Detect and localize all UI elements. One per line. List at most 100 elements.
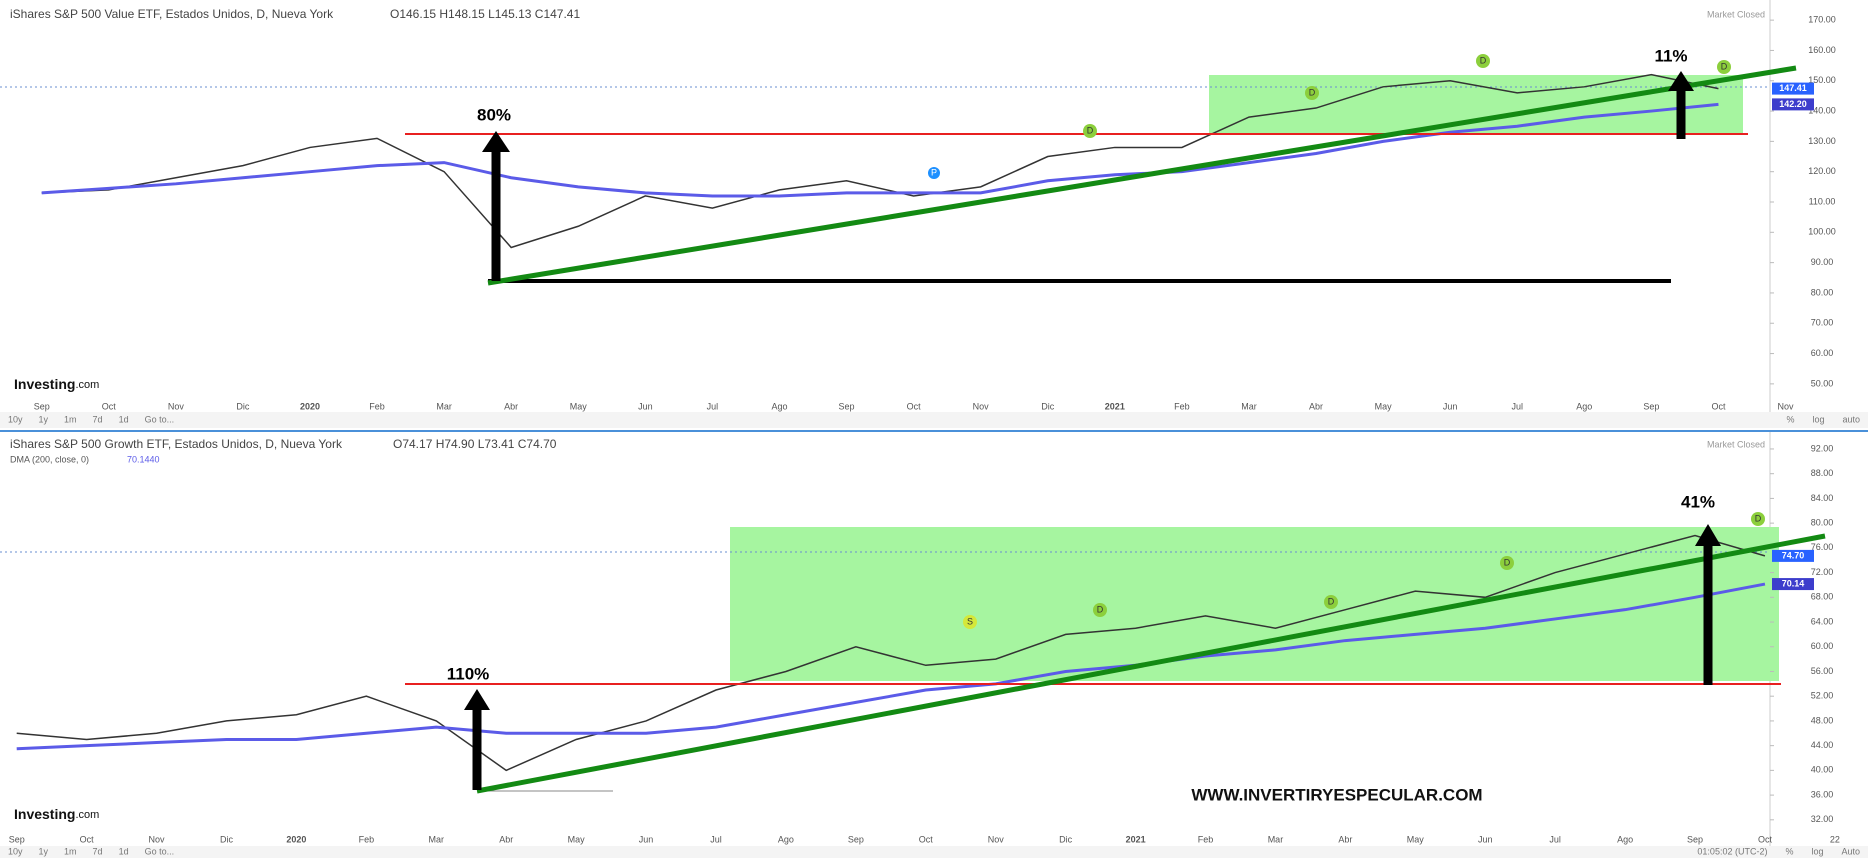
x-tick-label: Ago [778, 834, 794, 844]
y-tick-label: 76.00 [1811, 542, 1834, 552]
toolbar-button[interactable]: 1y [39, 846, 49, 856]
annotation: 11% [1654, 46, 1687, 65]
price-line [16, 534, 1766, 772]
event-label: D [1309, 87, 1316, 97]
toolbar-button[interactable]: 1m [64, 414, 77, 424]
y-tick-label: 110.00 [1809, 196, 1836, 206]
event-marker [1093, 603, 1107, 617]
toolbar-button[interactable]: 7d [93, 414, 103, 424]
toolbar-button[interactable]: Go to... [145, 414, 175, 424]
price-tag-label: 74.70 [1782, 550, 1805, 560]
toolbar-button[interactable]: 10y [8, 846, 23, 856]
x-tick-label: Ago [1576, 401, 1592, 411]
y-tick-label: 100.00 [1808, 227, 1836, 237]
toolbar-button[interactable]: 7d [93, 846, 103, 856]
x-tick-label: Abr [499, 834, 513, 844]
x-tick-label: 2021 [1105, 401, 1125, 411]
x-tick-label: Oct [907, 401, 922, 411]
toolbar-button[interactable]: auto [1842, 414, 1860, 424]
logo: Investing.com [14, 806, 99, 822]
toolbar-button[interactable]: 1y [39, 414, 49, 424]
x-tick-label: Ago [771, 401, 787, 411]
x-tick-label: Feb [369, 401, 385, 411]
x-tick-label: Sep [34, 401, 50, 411]
x-tick-label: Nov [168, 401, 185, 411]
annotation: 41% [1681, 492, 1715, 511]
toolbar-button[interactable]: Go to... [145, 846, 175, 856]
x-tick-label: Sep [1643, 401, 1659, 411]
trend-line [476, 533, 1826, 794]
x-tick-label: May [570, 401, 588, 411]
toolbar-button[interactable]: % [1786, 414, 1794, 424]
arrow-head [482, 131, 510, 152]
arrow-head [1668, 71, 1694, 91]
x-tick-label: Mar [436, 401, 452, 411]
logo-suffix: .com [75, 809, 99, 821]
event-label: D [1328, 596, 1335, 606]
event-label: D [1087, 125, 1094, 135]
event-label: S [967, 616, 973, 626]
x-tick-label: Mar [1268, 834, 1284, 844]
y-tick-label: 68.00 [1811, 592, 1834, 602]
x-tick-label: Dic [236, 401, 249, 411]
toolbar-button[interactable]: 1d [119, 846, 129, 856]
chart-title: iShares S&P 500 Growth ETF, Estados Unid… [10, 437, 343, 451]
toolbar-button[interactable]: 1m [64, 846, 77, 856]
event-marker [1305, 86, 1319, 100]
status: Market Closed [1707, 439, 1765, 449]
x-tick-label: 2021 [1126, 834, 1146, 844]
toolbar-button[interactable]: % [1785, 846, 1793, 856]
y-tick-label: 170.00 [1808, 15, 1836, 25]
x-tick-label: Oct [919, 834, 934, 844]
toolbar-button[interactable]: Auto [1841, 846, 1860, 856]
annotation: 110% [447, 664, 490, 683]
y-tick-label: 160.00 [1808, 45, 1836, 55]
x-tick-label: Abr [504, 401, 518, 411]
event-marker [928, 167, 940, 179]
price-tag-label: 142.20 [1779, 99, 1807, 109]
y-tick-label: 52.00 [1811, 691, 1834, 701]
indicator-value: 70.1440 [127, 454, 160, 464]
x-tick-label: May [1375, 401, 1393, 411]
y-tick-label: 36.00 [1811, 789, 1834, 799]
x-tick-label: Dic [220, 834, 233, 844]
y-tick-label: 50.00 [1811, 378, 1834, 388]
price-tag-label: 147.41 [1779, 83, 1807, 93]
ohlc: O146.15 H148.15 L145.13 C147.41 [390, 7, 580, 21]
x-tick-label: Dic [1059, 834, 1072, 844]
event-marker [1717, 60, 1731, 74]
x-tick-label: Jun [639, 834, 654, 844]
price-tag [1772, 98, 1814, 111]
y-tick-label: 32.00 [1811, 814, 1834, 824]
x-tick-label: Sep [848, 834, 864, 844]
toolbar-button[interactable]: 01:05:02 (UTC-2) [1697, 846, 1767, 856]
x-tick-label: Abr [1338, 834, 1352, 844]
x-tick-label: Jun [1443, 401, 1458, 411]
x-tick-label: Jul [1511, 401, 1523, 411]
event-label: P [931, 167, 937, 177]
x-tick-label: Nov [973, 401, 990, 411]
y-tick-label: 88.00 [1811, 468, 1834, 478]
x-tick-label: Nov [1778, 401, 1795, 411]
y-tick-label: 40.00 [1811, 765, 1834, 775]
x-tick-label: 2020 [300, 401, 320, 411]
toolbar-button[interactable]: log [1812, 414, 1824, 424]
event-marker [1500, 556, 1514, 570]
logo: Investing.com [14, 376, 99, 392]
price-tag [1772, 549, 1814, 562]
chart-title: iShares S&P 500 Value ETF, Estados Unido… [10, 7, 334, 21]
price-tag-label: 70.14 [1782, 578, 1805, 588]
moving-average [16, 582, 1766, 751]
toolbar-button[interactable]: 1d [119, 414, 129, 424]
toolbar-button[interactable]: 10y [8, 414, 23, 424]
annotation: 80% [477, 105, 511, 124]
drawings: 80% 11% 110% 41% WWW.INVERTIRYESPECULAR.… [10, 7, 1826, 822]
x-tick-label: May [568, 834, 586, 844]
y-tick-label: 140.00 [1808, 105, 1836, 115]
x-tick-label: Dic [1041, 401, 1054, 411]
trend-line [487, 65, 1797, 286]
x-tick-label: Oct [80, 834, 95, 844]
toolbar-button[interactable]: log [1811, 846, 1823, 856]
